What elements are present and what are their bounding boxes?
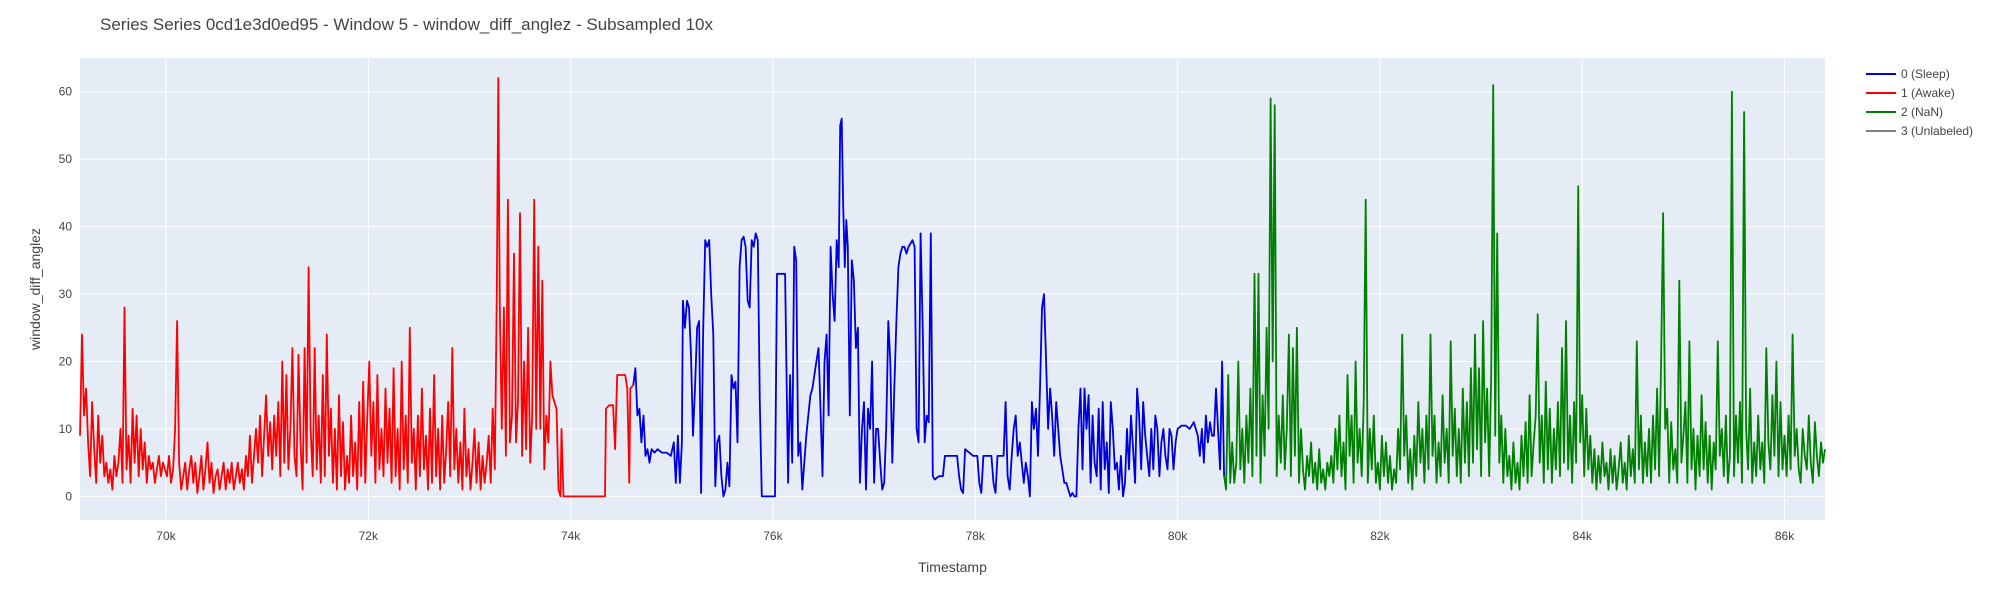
legend-item-1[interactable]: 1 (Awake): [1866, 86, 1955, 100]
legend-label: 3 (Unlabeled): [1901, 124, 1973, 138]
legend-item-2[interactable]: 2 (NaN): [1866, 105, 1943, 119]
series-line-1[interactable]: [79, 77, 634, 498]
series-line-2[interactable]: [1223, 84, 1826, 491]
x-tick-label: 72k: [359, 529, 379, 543]
legend-item-3[interactable]: 3 (Unlabeled): [1866, 124, 1973, 138]
series-line-0[interactable]: [632, 117, 1225, 498]
x-axis-title: Timestamp: [918, 559, 987, 575]
x-tick-label: 76k: [763, 529, 783, 543]
x-tick-label: 82k: [1370, 529, 1390, 543]
y-axis-ticks: 0 10 20 30 40 50 60: [59, 85, 73, 504]
x-tick-label: 86k: [1775, 529, 1795, 543]
legend-item-0[interactable]: 0 (Sleep): [1866, 67, 1950, 81]
legend-label: 2 (NaN): [1901, 105, 1943, 119]
grid-lines: [80, 58, 1825, 520]
x-tick-label: 84k: [1573, 529, 1593, 543]
x-tick-label: 80k: [1168, 529, 1188, 543]
legend-label: 0 (Sleep): [1901, 67, 1950, 81]
x-tick-label: 74k: [561, 529, 581, 543]
y-tick-label: 50: [59, 152, 73, 166]
x-tick-label: 70k: [156, 529, 176, 543]
x-axis-ticks: 70k 72k 74k 76k 78k 80k 82k 84k 86k: [156, 529, 1795, 543]
chart-title: Series Series 0cd1e3d0ed95 - Window 5 - …: [100, 15, 713, 34]
legend[interactable]: 0 (Sleep) 1 (Awake) 2 (NaN) 3 (Unlabeled): [1866, 67, 1973, 138]
x-tick-label: 78k: [966, 529, 986, 543]
y-tick-label: 60: [59, 85, 73, 99]
y-tick-label: 0: [65, 489, 72, 503]
y-tick-label: 30: [59, 287, 73, 301]
y-axis-title: window_diff_anglez: [27, 228, 43, 351]
y-tick-label: 40: [59, 220, 73, 234]
y-tick-label: 20: [59, 355, 73, 369]
series-layer: [79, 77, 1826, 498]
y-tick-label: 10: [59, 422, 73, 436]
legend-label: 1 (Awake): [1901, 86, 1955, 100]
